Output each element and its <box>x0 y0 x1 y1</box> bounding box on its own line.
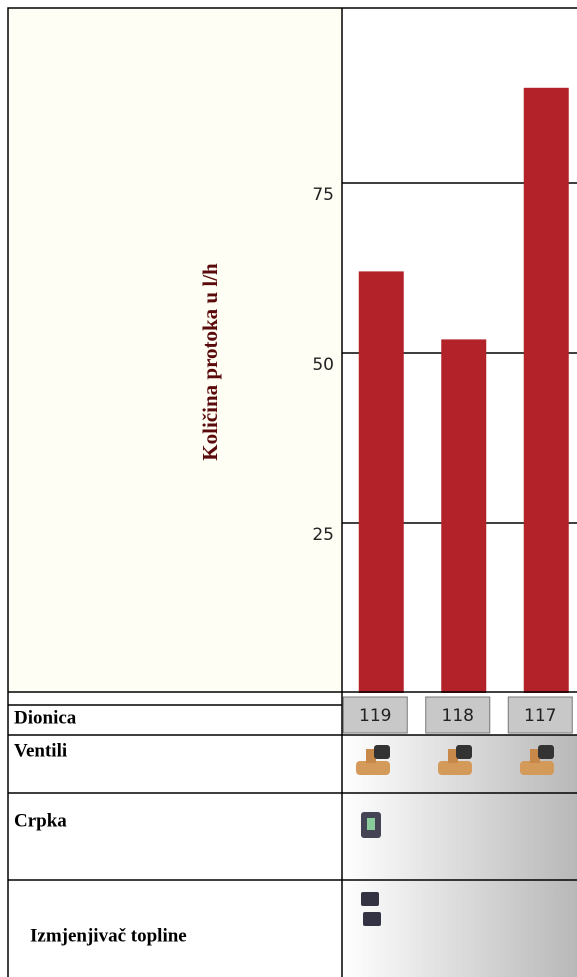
bar <box>358 271 404 693</box>
x-tick-label: 118 <box>442 706 474 726</box>
category-cell <box>507 696 573 734</box>
category-cell <box>425 696 491 734</box>
row-label: Dionica <box>14 707 77 728</box>
valve-icons <box>356 745 554 775</box>
category-cell <box>342 696 408 734</box>
frame <box>7 7 577 977</box>
y-axis-label: Količina protoka u l/h <box>198 263 222 461</box>
pump-row-bg <box>342 793 577 880</box>
exchanger-row-bg <box>342 880 577 977</box>
row-label: Izmjenjivač topline <box>30 925 187 946</box>
pump-icon <box>361 812 381 838</box>
bar <box>441 339 487 693</box>
row-label: Ventili <box>14 740 67 761</box>
x-tick-label: 117 <box>524 706 556 726</box>
y-tick-label: 75 <box>312 185 334 205</box>
axis-panel <box>8 8 342 692</box>
y-tick-label: 50 <box>312 355 334 375</box>
y-tick-label: 25 <box>312 525 334 545</box>
row-label: Crpka <box>14 810 67 831</box>
exchanger-icon <box>361 892 381 926</box>
x-tick-label: 119 <box>359 706 391 726</box>
bar <box>523 87 569 694</box>
